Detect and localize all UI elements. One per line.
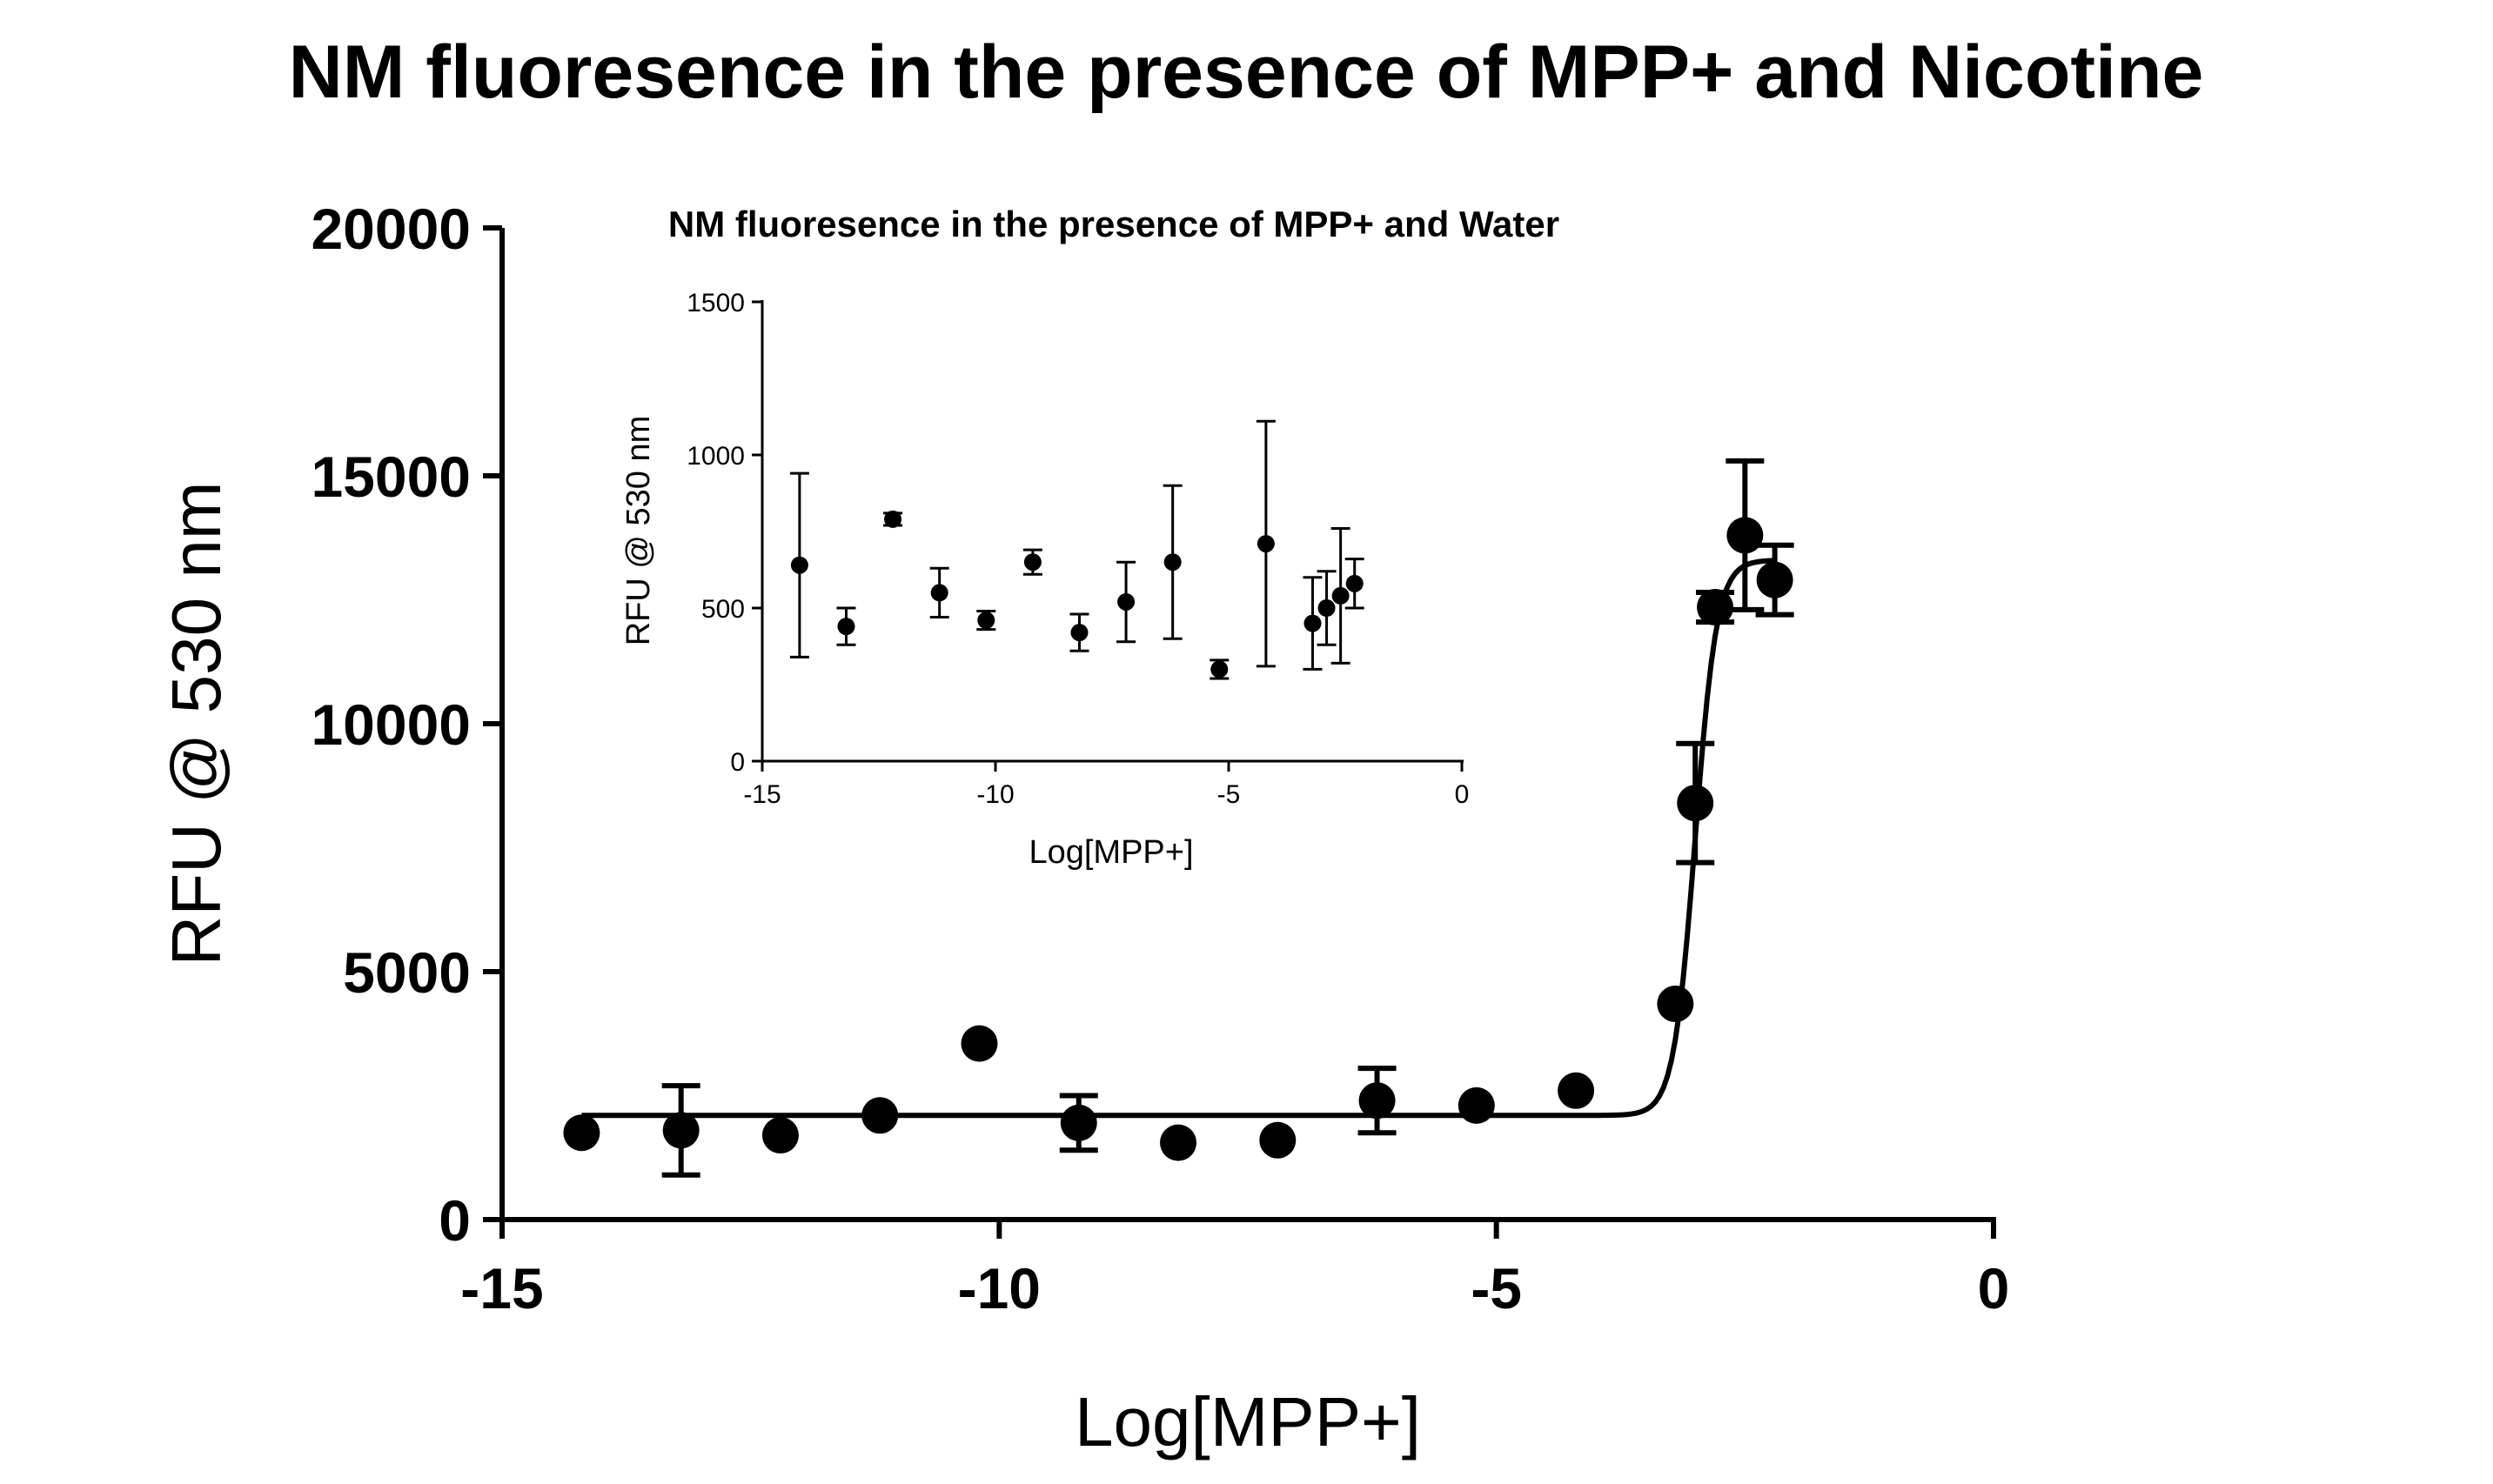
inset-x-tick-label: -5 bbox=[1217, 780, 1241, 809]
main-y-tick-label: 0 bbox=[439, 1188, 471, 1253]
inset-data-point bbox=[1163, 553, 1182, 572]
main-data-point bbox=[1756, 561, 1793, 598]
inset-axes bbox=[761, 300, 1464, 763]
inset-y-tick-label: 1500 bbox=[687, 289, 745, 318]
main-data-points bbox=[563, 458, 1794, 1178]
inset-x-tick-label: -15 bbox=[743, 780, 781, 809]
main-y-ticks: 0 5000 10000 15000 20000 bbox=[311, 197, 502, 1253]
main-data-point bbox=[761, 1117, 799, 1154]
main-fit-curve bbox=[581, 558, 1775, 1119]
inset-data-point bbox=[837, 618, 855, 636]
inset-x-tick-label: 0 bbox=[1455, 780, 1470, 809]
main-data-point bbox=[1726, 517, 1764, 554]
inset-data-point bbox=[790, 556, 808, 574]
main-x-ticks: -15 -10 -5 0 bbox=[460, 1220, 2009, 1320]
inset-y-ticks: 0 500 1000 1500 bbox=[687, 289, 762, 777]
main-data-point bbox=[1657, 986, 1694, 1023]
inset-data-point bbox=[1210, 660, 1229, 678]
main-data-point bbox=[1160, 1124, 1197, 1161]
inset-data-point bbox=[1070, 624, 1089, 642]
inset-data-point bbox=[1257, 535, 1275, 553]
inset-chart-title: NM fluoresence in the presence of MPP+ a… bbox=[668, 204, 1559, 244]
main-data-point bbox=[1060, 1104, 1097, 1141]
inset-data-point bbox=[1023, 553, 1042, 572]
main-x-tick-label: -10 bbox=[958, 1256, 1041, 1320]
inset-x-tick-label: -10 bbox=[976, 780, 1014, 809]
inset-x-axis-label: Log[MPP+] bbox=[1029, 834, 1193, 871]
inset-data-point bbox=[930, 584, 948, 602]
main-y-tick-label: 10000 bbox=[311, 692, 471, 757]
inset-y-tick-label: 1000 bbox=[687, 442, 745, 471]
main-y-tick-label: 5000 bbox=[343, 940, 471, 1005]
inset-data-point bbox=[1117, 592, 1136, 611]
main-data-point bbox=[1358, 1082, 1396, 1120]
inset-data-point bbox=[1331, 586, 1350, 605]
main-axes bbox=[499, 228, 1996, 1222]
inset-y-tick-label: 0 bbox=[730, 748, 745, 777]
inset-y-tick-label: 500 bbox=[701, 595, 745, 624]
main-data-point bbox=[961, 1025, 998, 1062]
main-x-tick-label: -5 bbox=[1471, 1256, 1522, 1320]
main-data-point bbox=[1697, 589, 1734, 626]
inset-data-point bbox=[884, 510, 902, 528]
inset-data-points bbox=[789, 419, 1364, 680]
main-data-point bbox=[1558, 1072, 1595, 1109]
main-x-tick-label: 0 bbox=[1978, 1256, 2010, 1320]
inset-data-point bbox=[1345, 574, 1364, 592]
inset-data-point bbox=[1317, 599, 1336, 617]
main-data-point bbox=[1458, 1086, 1495, 1124]
inset-y-axis-label: RFU @ 530 nm bbox=[620, 416, 657, 646]
main-data-point bbox=[1677, 785, 1714, 822]
main-chart-title: NM fluoresence in the presence of MPP+ a… bbox=[289, 30, 2204, 114]
main-x-axis-label: Log[MPP+] bbox=[1075, 1383, 1421, 1461]
inset-data-point bbox=[977, 612, 995, 630]
main-data-point bbox=[861, 1097, 899, 1134]
main-y-tick-label: 20000 bbox=[311, 197, 471, 261]
inset-x-ticks: -15 -10 -5 0 bbox=[743, 761, 1469, 809]
inset-data-point bbox=[1303, 614, 1322, 632]
main-data-point bbox=[563, 1114, 600, 1152]
main-y-tick-label: 15000 bbox=[311, 445, 471, 509]
main-y-axis-label: RFU @ 530 nm bbox=[157, 482, 235, 966]
main-data-point bbox=[662, 1112, 700, 1149]
main-x-tick-label: -15 bbox=[460, 1256, 543, 1320]
main-data-point bbox=[1259, 1121, 1297, 1159]
